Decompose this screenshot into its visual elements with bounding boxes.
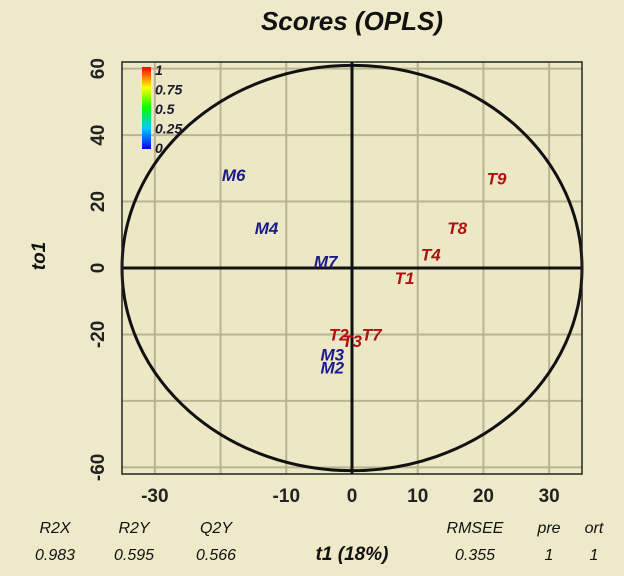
y-tick-label: 20 [88, 191, 109, 212]
chart-title: Scores (OPLS) [261, 6, 443, 36]
score-point-m2: M2 [320, 359, 344, 378]
y-tick-label: -60 [88, 454, 109, 481]
score-point-t9: T9 [487, 169, 507, 188]
score-point-t1: T1 [395, 269, 415, 288]
stat-value-r2y: 0.595 [114, 547, 154, 564]
stat-name-pre: pre [536, 520, 560, 537]
model-statistics: R2X 0.983 R2Y 0.595 Q2Y 0.566 RMSEE 0.355 pre 1 or… [35, 520, 604, 564]
y-tick-label: -20 [88, 321, 109, 348]
colorbar: 1 0.75 0.5 0.25 0 [142, 62, 182, 156]
stat-value-pre: 1 [545, 547, 554, 564]
score-point-m7: M7 [314, 252, 339, 271]
stat-name-r2x: R2X [39, 520, 71, 537]
x-axis-label: t1 (18%) [316, 544, 389, 565]
stat-name-q2y: Q2Y [200, 520, 233, 537]
y-axis-label: to1 [29, 242, 50, 271]
score-point-t8: T8 [447, 219, 467, 238]
score-point-m3: M3 [320, 345, 344, 364]
stat-name-ort: ort [585, 520, 604, 537]
y-tick-label: 40 [88, 125, 109, 146]
y-tick-label: 60 [88, 58, 109, 79]
x-tick-label: 20 [473, 486, 494, 507]
x-tick-label: -10 [273, 486, 300, 507]
score-point-t3: T3 [342, 332, 362, 351]
zero-axes [122, 62, 582, 474]
score-point-m6: M6 [222, 166, 246, 185]
colorbar-tick-label: 0.25 [155, 121, 182, 137]
score-point-m4: M4 [255, 219, 279, 238]
score-point-t7: T7 [362, 325, 383, 344]
colorbar-tick-label: 0 [155, 140, 163, 156]
y-tick-label: 0 [88, 263, 109, 274]
stat-name-rmsee: RMSEE [447, 520, 504, 537]
stat-name-r2y: R2Y [118, 520, 150, 537]
colorbar-tick-label: 0.5 [155, 101, 175, 117]
colorbar-tick-label: 1 [155, 62, 163, 78]
x-tick-label: 10 [407, 486, 428, 507]
stat-value-rmsee: 0.355 [455, 547, 495, 564]
x-tick-labels: -30 -10 0 10 20 30 [141, 486, 560, 507]
stat-value-ort: 1 [590, 547, 599, 564]
stat-value-q2y: 0.566 [196, 547, 236, 564]
x-tick-label: -30 [141, 486, 168, 507]
stat-value-r2x: 0.983 [35, 547, 75, 564]
y-tick-labels: 60 40 20 0 -20 -60 [88, 58, 109, 481]
colorbar-gradient [142, 67, 151, 149]
x-tick-label: 30 [539, 486, 560, 507]
x-tick-label: 0 [347, 486, 358, 507]
score-point-t2: T2 [329, 325, 349, 344]
score-point-t4: T4 [421, 246, 441, 265]
colorbar-tick-label: 0.75 [155, 82, 182, 98]
plot-frame [121, 61, 583, 475]
